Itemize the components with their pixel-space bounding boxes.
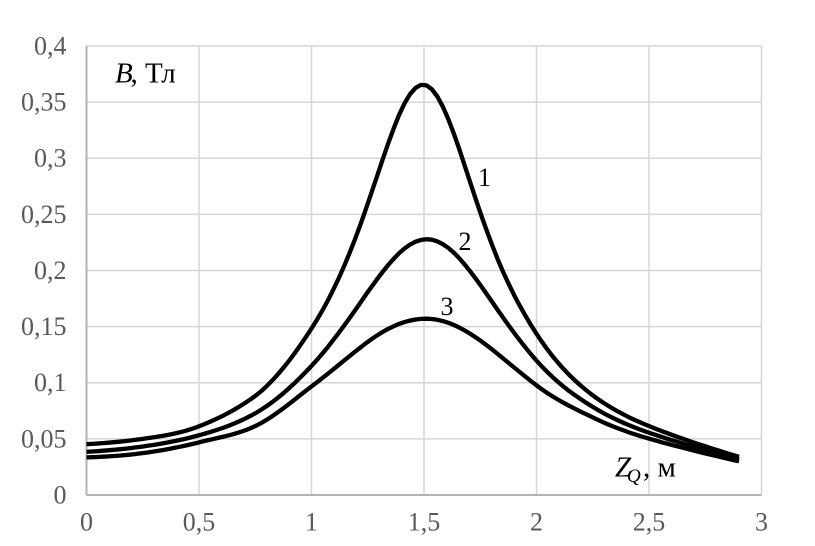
svg-text:0,2: 0,2 [34,256,67,285]
svg-text:0,5: 0,5 [183,508,216,537]
svg-text:, м: , м [643,452,676,484]
svg-text:Z: Z [615,452,632,484]
svg-text:0,15: 0,15 [21,312,67,341]
svg-text:0,3: 0,3 [34,144,67,173]
svg-text:1,5: 1,5 [408,508,441,537]
svg-text:3: 3 [755,508,768,537]
svg-text:Q: Q [627,466,641,487]
svg-text:1: 1 [478,163,491,192]
svg-text:0,4: 0,4 [34,32,67,61]
svg-text:3: 3 [441,292,454,321]
svg-text:0,25: 0,25 [21,200,67,229]
svg-text:, Тл: , Тл [131,58,176,90]
svg-text:2: 2 [459,227,472,256]
svg-text:1: 1 [305,508,318,537]
svg-text:0: 0 [80,508,93,537]
svg-text:2,5: 2,5 [633,508,666,537]
svg-text:2: 2 [530,508,543,537]
svg-text:0,35: 0,35 [21,88,67,117]
svg-text:0: 0 [54,481,67,510]
svg-text:B: B [115,58,133,90]
svg-text:0,1: 0,1 [34,368,67,397]
svg-text:0,05: 0,05 [21,424,67,453]
